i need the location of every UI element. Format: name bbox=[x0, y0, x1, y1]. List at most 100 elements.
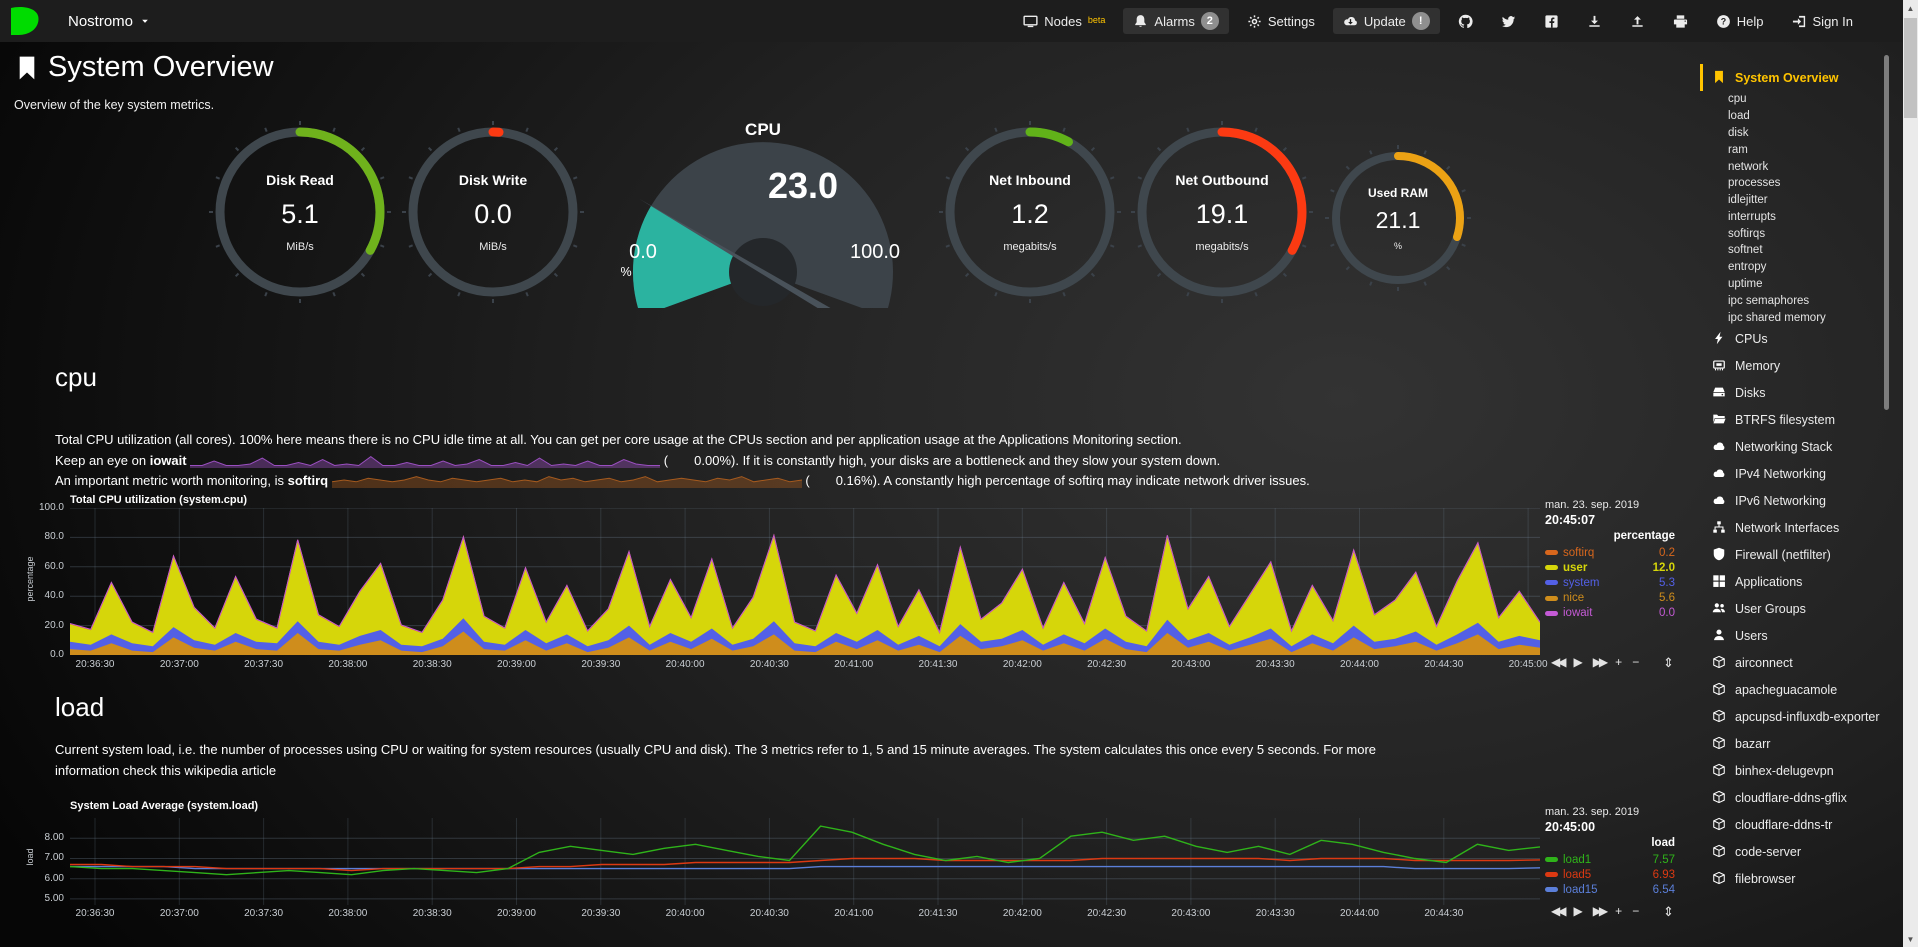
sidebar-item-idlejitter[interactable]: idlejitter bbox=[1728, 194, 1768, 207]
section-heading-load: load bbox=[55, 692, 105, 722]
sidebar-item-networking-stack[interactable]: Networking Stack bbox=[1700, 434, 1903, 461]
sidebar-item-network[interactable]: network bbox=[1728, 160, 1769, 173]
nav-github[interactable] bbox=[1448, 10, 1483, 33]
sidebar-item-softirqs[interactable]: softirqs bbox=[1728, 227, 1766, 240]
cpu-chart-plot[interactable] bbox=[70, 508, 1540, 655]
gauge-disk-read[interactable]: Disk Read 5.1 MiB/s bbox=[205, 117, 395, 307]
legend-row-iowait[interactable]: iowait 0.0 bbox=[1545, 606, 1675, 621]
sidebar-item-filebrowser[interactable]: filebrowser bbox=[1700, 866, 1903, 893]
sidebar-item-users[interactable]: Users bbox=[1700, 623, 1903, 650]
browser-scrollbar-track[interactable]: ▲ ▼ bbox=[1903, 0, 1918, 947]
sidebar-item-ipv6-networking[interactable]: IPv6 Networking bbox=[1700, 488, 1903, 515]
iowait-sparkline-chart[interactable] bbox=[190, 453, 661, 468]
pan-left-button[interactable]: ◀◀ bbox=[1551, 904, 1567, 918]
sidebar-item-load[interactable]: load bbox=[1728, 110, 1750, 123]
scrollbar-down-arrow[interactable]: ▼ bbox=[1906, 934, 1915, 944]
zoom-in-button[interactable]: + bbox=[1615, 655, 1623, 669]
sidebar-item-disk[interactable]: disk bbox=[1728, 126, 1749, 139]
legend-row-user[interactable]: user 12.0 bbox=[1545, 560, 1675, 575]
softirq-sparkline-chart[interactable] bbox=[331, 473, 802, 488]
sidebar-item-ipv4-networking[interactable]: IPv4 Networking bbox=[1700, 461, 1903, 488]
nav-help[interactable]: ? Help bbox=[1706, 10, 1774, 33]
sidebar-item-label: Networking Stack bbox=[1735, 440, 1833, 455]
sidebar-item-ipc-semaphores[interactable]: ipc semaphores bbox=[1728, 294, 1810, 307]
sidebar-item-interrupts[interactable]: interrupts bbox=[1728, 210, 1776, 223]
sidebar-item-code-server[interactable]: code-server bbox=[1700, 839, 1903, 866]
hostname[interactable]: Nostromo bbox=[68, 13, 150, 30]
x-tick-label: 20:41:00 bbox=[834, 908, 874, 919]
display-icon bbox=[1023, 14, 1038, 29]
sidebar-item-ipc-shared-memory[interactable]: ipc shared memory bbox=[1728, 311, 1826, 324]
nav-download[interactable] bbox=[1577, 10, 1612, 33]
sidebar-item-disks[interactable]: Disks bbox=[1700, 380, 1903, 407]
zoom-out-button[interactable]: − bbox=[1632, 655, 1640, 669]
sidebar-item-btrfs-filesystem[interactable]: BTRFS filesystem bbox=[1700, 407, 1903, 434]
sidebar-item-apcupsd-influxdb-exporter[interactable]: apcupsd-influxdb-exporter bbox=[1700, 704, 1903, 731]
cpu-chart-resize-handle[interactable]: ⇕ bbox=[1663, 655, 1674, 670]
browser-scrollbar-thumb[interactable] bbox=[1904, 18, 1917, 118]
scrollbar-up-arrow[interactable]: ▲ bbox=[1906, 3, 1915, 13]
pan-left-button[interactable]: ◀◀ bbox=[1551, 655, 1567, 669]
gauge-disk-write[interactable]: Disk Write 0.0 MiB/s bbox=[398, 117, 588, 307]
sidebar-item-cpu[interactable]: cpu bbox=[1728, 93, 1747, 106]
user-icon bbox=[1712, 628, 1726, 642]
x-tick-label: 20:41:30 bbox=[918, 908, 958, 919]
zoom-out-button[interactable]: − bbox=[1632, 904, 1640, 918]
sidebar-item-airconnect[interactable]: airconnect bbox=[1700, 650, 1903, 677]
legend-name: softirq bbox=[1563, 546, 1595, 559]
nav-upload[interactable] bbox=[1620, 10, 1655, 33]
gauge-net-inbound[interactable]: Net Inbound 1.2 megabits/s bbox=[935, 117, 1125, 307]
load-chart-resize-handle[interactable]: ⇕ bbox=[1663, 904, 1674, 919]
legend-row-nice[interactable]: nice 5.6 bbox=[1545, 591, 1675, 606]
x-tick-label: 20:40:30 bbox=[749, 908, 789, 919]
sidebar-item-ram[interactable]: ram bbox=[1728, 143, 1748, 156]
sidebar-item-cloudflare-ddns-tr[interactable]: cloudflare-ddns-tr bbox=[1700, 812, 1903, 839]
legend-row-softirq[interactable]: softirq 0.2 bbox=[1545, 545, 1675, 560]
legend-row-load1[interactable]: load1 7.57 bbox=[1545, 852, 1675, 867]
sidebar-item-cloudflare-ddns-gflix[interactable]: cloudflare-ddns-gflix bbox=[1700, 785, 1903, 812]
sidebar-item-processes[interactable]: processes bbox=[1728, 177, 1781, 190]
nav-twitter[interactable] bbox=[1491, 10, 1526, 33]
sidebar-item-memory[interactable]: Memory bbox=[1700, 353, 1903, 380]
sidebar-item-binhex-delugevpn[interactable]: binhex-delugevpn bbox=[1700, 758, 1903, 785]
nav-print[interactable] bbox=[1663, 10, 1698, 33]
sidebar-scrollbar[interactable] bbox=[1884, 55, 1889, 410]
sidebar-item-apacheguacamole[interactable]: apacheguacamole bbox=[1700, 677, 1903, 704]
sidebar-item-label: System Overview bbox=[1735, 70, 1839, 85]
pan-right-button[interactable]: ▶▶ bbox=[1592, 904, 1609, 918]
nav-facebook[interactable] bbox=[1534, 10, 1569, 33]
play-button[interactable]: ▶ bbox=[1573, 904, 1583, 918]
sidebar-item-network-interfaces[interactable]: Network Interfaces bbox=[1700, 515, 1903, 542]
sidebar-item-entropy[interactable]: entropy bbox=[1728, 261, 1767, 274]
sidebar-item-softnet[interactable]: softnet bbox=[1728, 244, 1763, 257]
gauge-used-ram[interactable]: Used RAM 21.1% bbox=[1323, 143, 1473, 293]
legend-row-load5[interactable]: load5 6.93 bbox=[1545, 867, 1675, 882]
nav-settings[interactable]: Settings bbox=[1237, 10, 1325, 33]
nav-alarms[interactable]: Alarms 2 bbox=[1123, 8, 1229, 34]
cloud-icon bbox=[1712, 466, 1726, 480]
nav-settings-label: Settings bbox=[1267, 13, 1315, 29]
legend-row-system[interactable]: system 5.3 bbox=[1545, 575, 1675, 590]
sidebar-item-applications[interactable]: Applications bbox=[1700, 569, 1903, 596]
nav-signin[interactable]: Sign In bbox=[1782, 10, 1863, 33]
cpu-chart-legend: softirq 0.2 user 12.0 system 5.3 nice 5.6 iowait… bbox=[1545, 545, 1675, 621]
legend-row-load15[interactable]: load15 6.54 bbox=[1545, 882, 1675, 897]
play-button[interactable]: ▶ bbox=[1573, 655, 1583, 669]
load-chart-plot[interactable] bbox=[70, 818, 1540, 905]
sidebar-item-label: cloudflare-ddns-gflix bbox=[1735, 791, 1847, 806]
gauge-net-outbound[interactable]: Net Outbound 19.1 megabits/s bbox=[1127, 117, 1317, 307]
sidebar-item-bazarr[interactable]: bazarr bbox=[1700, 731, 1903, 758]
nav-update[interactable]: Update! bbox=[1332, 8, 1440, 34]
sidebar-item-system-overview[interactable]: System Overview bbox=[1700, 64, 1903, 91]
pan-right-button[interactable]: ▶▶ bbox=[1592, 655, 1609, 669]
hostname-dropdown[interactable]: Nostromo bbox=[42, 13, 150, 30]
sidebar-item-user-groups[interactable]: User Groups bbox=[1700, 596, 1903, 623]
sidebar-item-uptime[interactable]: uptime bbox=[1728, 277, 1763, 290]
nav-nodes[interactable]: Nodes beta bbox=[1013, 10, 1115, 33]
gauge-cpu[interactable]: 23.0 0.0 100.0% bbox=[613, 118, 913, 336]
iowait-current-value: 0.00% bbox=[694, 452, 732, 468]
sidebar-item-firewall-netfilter[interactable]: Firewall (netfilter) bbox=[1700, 542, 1903, 569]
wikipedia-link[interactable]: wikipedia article bbox=[184, 762, 277, 778]
sidebar-item-cpus[interactable]: CPUs bbox=[1700, 326, 1903, 353]
zoom-in-button[interactable]: + bbox=[1615, 904, 1623, 918]
